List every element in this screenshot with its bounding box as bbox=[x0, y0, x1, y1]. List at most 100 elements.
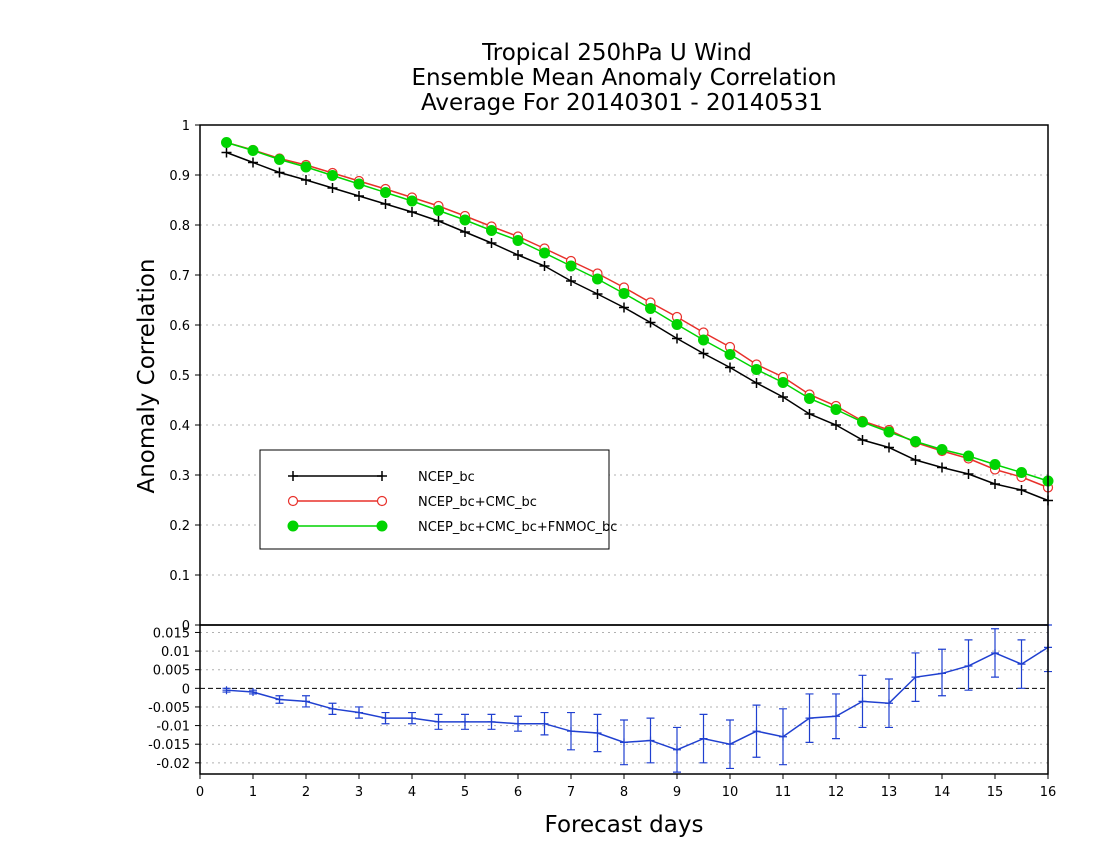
data-point bbox=[486, 238, 497, 248]
legend-marker bbox=[376, 495, 388, 507]
data-point bbox=[1016, 485, 1027, 495]
chart-title-line-2: Ensemble Mean Anomaly Correlation bbox=[411, 65, 836, 91]
main-y-tick-label: 0.4 bbox=[169, 419, 190, 434]
difference-y-tick-label: -0.015 bbox=[148, 738, 190, 753]
difference-point bbox=[885, 699, 893, 708]
data-point bbox=[1016, 467, 1027, 478]
difference-point bbox=[408, 714, 416, 723]
data-point bbox=[433, 205, 444, 216]
legend-marker bbox=[287, 520, 299, 532]
main-y-tick-label: 0.2 bbox=[169, 519, 190, 534]
data-point bbox=[883, 426, 895, 438]
data-point bbox=[565, 260, 577, 272]
legend-marker bbox=[287, 495, 299, 507]
data-point bbox=[910, 436, 921, 447]
x-ticks: 0 1 2 3 4 5 6 7 8 9 10 11 12 13 14 15 16 bbox=[196, 774, 1056, 800]
data-point bbox=[539, 261, 550, 271]
legend-item: NCEP_bc+CMC_bc+FNMOC_bc bbox=[287, 520, 617, 535]
data-point bbox=[486, 225, 497, 236]
data-point bbox=[725, 362, 735, 373]
difference-point bbox=[858, 697, 867, 706]
x-tick-label: 4 bbox=[408, 785, 416, 800]
legend-item: NCEP_bc+CMC_bc bbox=[287, 495, 537, 510]
x-tick-label: 9 bbox=[673, 785, 681, 800]
difference-y-tick-label: -0.005 bbox=[148, 701, 190, 716]
main-y-tick-label: 0.9 bbox=[169, 169, 190, 184]
difference-point bbox=[540, 719, 549, 728]
difference-y-tick-label: 0.005 bbox=[153, 664, 190, 679]
difference-point bbox=[461, 717, 469, 726]
difference-point bbox=[832, 712, 840, 721]
difference-point bbox=[938, 669, 946, 678]
main-y-tick-label: 0.1 bbox=[169, 569, 190, 584]
difference-y-tick-label: 0 bbox=[182, 682, 190, 697]
difference-point bbox=[673, 745, 681, 754]
difference-point bbox=[222, 686, 231, 695]
difference-point bbox=[434, 717, 443, 726]
data-point bbox=[619, 302, 629, 313]
series-ncep-bc-cmc-bc-fnmoc-bc bbox=[221, 137, 1054, 487]
x-tick-label: 13 bbox=[881, 785, 898, 800]
data-point bbox=[380, 199, 391, 209]
data-point bbox=[910, 455, 921, 465]
data-point bbox=[592, 273, 603, 285]
data-point bbox=[247, 145, 259, 156]
data-point bbox=[354, 191, 364, 201]
data-point bbox=[990, 479, 1000, 489]
data-point bbox=[645, 317, 656, 328]
data-point bbox=[274, 154, 285, 165]
difference-point bbox=[699, 734, 708, 743]
main-y-tick-label: 0.7 bbox=[169, 269, 190, 284]
data-point bbox=[618, 288, 630, 299]
difference-point bbox=[1017, 660, 1026, 669]
difference-panel: -0.02 -0.015 -0.01 -0.005 0 0.005 0.01 0.015 0 1… bbox=[148, 624, 1056, 838]
difference-y-tick-label: 0.015 bbox=[153, 626, 190, 641]
data-point bbox=[751, 364, 762, 375]
x-tick-label: 11 bbox=[775, 785, 792, 800]
data-point bbox=[433, 216, 444, 226]
data-point bbox=[274, 167, 285, 178]
data-point bbox=[592, 289, 603, 299]
data-point bbox=[831, 420, 841, 430]
chart-title-line-3: Average For 20140301 - 20140531 bbox=[421, 90, 823, 116]
chart-title-line-1: Tropical 250hPa U Wind bbox=[481, 40, 752, 66]
main-panel: 0 0.1 0.2 0.3 0.4 0.5 0.6 0.7 0.8 0.9 1 Anomaly Co… bbox=[134, 119, 1054, 634]
difference-series-line-group bbox=[222, 624, 1052, 773]
series-ncep-bc bbox=[221, 147, 1053, 506]
x-tick-label: 14 bbox=[934, 785, 951, 800]
main-y-tick-label: 0 bbox=[182, 619, 190, 634]
data-point bbox=[566, 276, 576, 286]
data-point bbox=[936, 444, 948, 455]
data-point bbox=[963, 450, 974, 462]
data-point bbox=[513, 250, 523, 260]
data-point bbox=[804, 409, 815, 419]
x-tick-label: 15 bbox=[987, 785, 1004, 800]
difference-point bbox=[991, 648, 999, 657]
main-y-tick-label: 0.3 bbox=[169, 469, 190, 484]
legend-label: NCEP_bc+CMC_bc bbox=[418, 495, 537, 510]
data-point bbox=[884, 442, 894, 453]
y-axis-title: Anomaly Correlation bbox=[134, 258, 160, 493]
x-tick-label: 8 bbox=[620, 785, 628, 800]
x-tick-label: 6 bbox=[514, 785, 522, 800]
data-point bbox=[380, 187, 391, 198]
legend-items: NCEP_bc NCEP_bc+CMC_bc NCEP_bc+CMC_bc+FNMO… bbox=[287, 470, 617, 535]
data-point bbox=[539, 247, 550, 259]
difference-point bbox=[752, 727, 761, 736]
main-series-lines bbox=[221, 137, 1054, 506]
x-tick-label: 1 bbox=[249, 785, 257, 800]
legend-label: NCEP_bc bbox=[418, 470, 475, 485]
data-point bbox=[221, 147, 232, 158]
data-point bbox=[353, 178, 365, 190]
difference-point bbox=[355, 708, 363, 717]
data-point bbox=[989, 459, 1001, 470]
x-axis-title: Forecast days bbox=[545, 812, 704, 838]
difference-y-tick-label: -0.02 bbox=[156, 757, 190, 772]
difference-point bbox=[328, 704, 337, 713]
difference-y-ticks: -0.02 -0.015 -0.01 -0.005 0 0.005 0.01 0.015 bbox=[148, 626, 200, 772]
data-point bbox=[777, 377, 789, 388]
data-point bbox=[248, 157, 258, 168]
x-tick-label: 2 bbox=[302, 785, 310, 800]
